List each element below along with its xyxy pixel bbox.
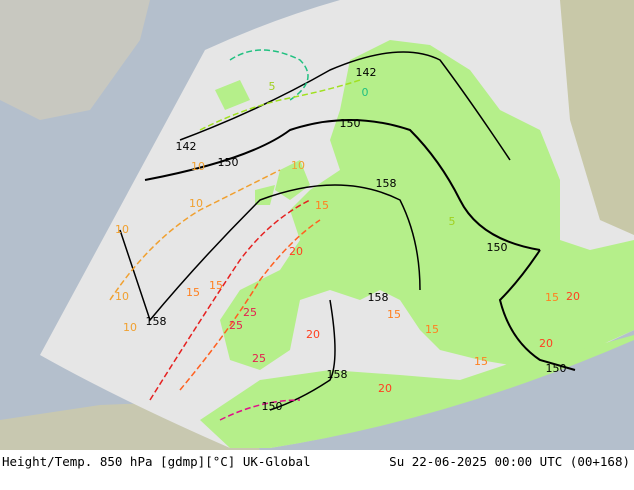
temperature-label: 15 (186, 286, 200, 299)
height-label: 142 (176, 140, 197, 153)
map: 1421421501501581501581581581501501010101… (0, 0, 634, 450)
temperature-label: 15 (474, 355, 488, 368)
temperature-label: 0 (362, 86, 369, 99)
temperature-label: 20 (378, 382, 392, 395)
temperature-label: 15 (387, 308, 401, 321)
temperature-label: 10 (123, 321, 137, 334)
height-label: 158 (146, 315, 167, 328)
temperature-label: 15 (425, 323, 439, 336)
height-label: 150 (340, 117, 361, 130)
height-label: 142 (356, 66, 377, 79)
temperature-label: 20 (539, 337, 553, 350)
height-label: 158 (376, 177, 397, 190)
temperature-label: 5 (449, 215, 456, 228)
height-label: 158 (368, 291, 389, 304)
temperature-label: 20 (306, 328, 320, 341)
temperature-label: 10 (189, 197, 203, 210)
temperature-label: 5 (269, 80, 276, 93)
temperature-label: 10 (115, 290, 129, 303)
temperature-label: 20 (566, 290, 580, 303)
outer-land (0, 0, 150, 120)
map-title: Height/Temp. 850 hPa [gdmp][°C] UK-Globa… (2, 454, 311, 469)
temperature-label: 15 (545, 291, 559, 304)
temperature-label: 20 (289, 245, 303, 258)
temperature-label: 10 (291, 159, 305, 172)
footer: Height/Temp. 850 hPa [gdmp][°C] UK-Globa… (0, 450, 634, 490)
land (200, 40, 634, 448)
height-label: 150 (262, 400, 283, 413)
height-label: 150 (218, 156, 239, 169)
height-label: 150 (546, 362, 567, 375)
temperature-label: 25 (229, 319, 243, 332)
temperature-label: 25 (243, 306, 257, 319)
map-datetime: Su 22-06-2025 00:00 UTC (00+168) (389, 454, 630, 469)
contours (109, 49, 576, 421)
temperature-label: 10 (191, 160, 205, 173)
temperature-label: 15 (209, 279, 223, 292)
temperature-label: 10 (115, 223, 129, 236)
temperature-label: 25 (252, 352, 266, 365)
height-label: 150 (487, 241, 508, 254)
height-label: 158 (327, 368, 348, 381)
temperature-label: 15 (315, 199, 329, 212)
